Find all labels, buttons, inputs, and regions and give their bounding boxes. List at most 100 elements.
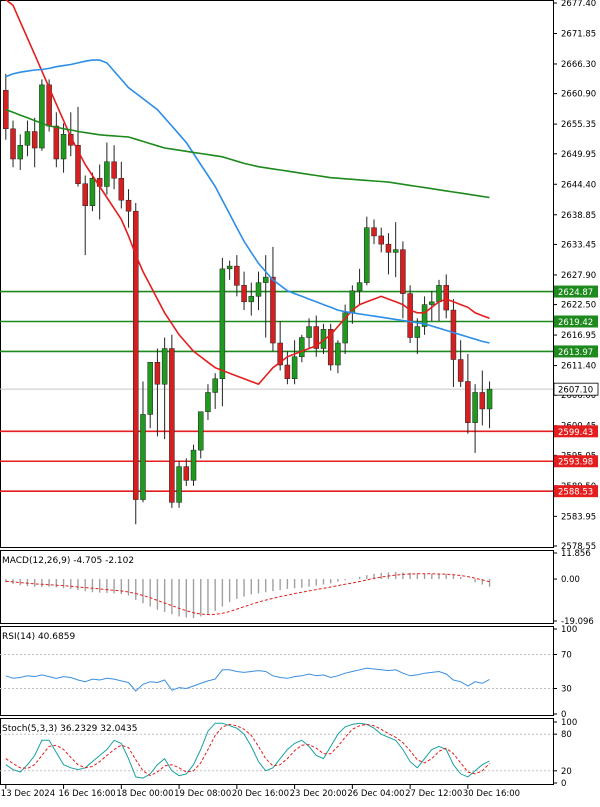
candle-body	[3, 90, 9, 130]
price-tick-label: 2627.90	[561, 271, 596, 281]
candle-body	[140, 414, 146, 500]
candle-body	[291, 356, 298, 379]
candle-body	[68, 134, 74, 146]
moving-average-line	[5, 59, 490, 344]
candle-body	[299, 337, 305, 358]
price-tick-label: 2677.40	[561, 0, 596, 9]
candle-body	[255, 282, 262, 297]
candle-body	[75, 145, 81, 184]
rsi-layer	[0, 654, 553, 692]
candle-body	[147, 362, 153, 415]
candle-body	[429, 301, 435, 305]
candle-body	[335, 342, 341, 366]
macd-layer	[5, 572, 491, 619]
level-badge-label: 2619.42	[558, 318, 593, 328]
candle-body	[169, 348, 175, 503]
candle-body	[10, 128, 16, 160]
candle-body	[17, 145, 23, 160]
price-tick-label: 2666.30	[561, 60, 596, 70]
price-tick-label: 2578.55	[561, 542, 596, 552]
level-badge-label: 2588.53	[558, 488, 593, 498]
candle-body	[53, 125, 60, 160]
price-tick-label: 2649.95	[561, 150, 596, 160]
candle-body	[479, 392, 486, 410]
price-tick-label: 2671.85	[561, 29, 596, 39]
candle-body	[472, 392, 478, 423]
candle-body	[371, 227, 377, 237]
candle-body	[248, 296, 255, 303]
candle-body	[111, 161, 117, 179]
rsi-tick-label: 0	[561, 710, 566, 720]
candle-body	[161, 348, 168, 385]
time-tick-label: 18 Dec 00:00	[116, 789, 173, 799]
price-tick-label: 2660.90	[561, 90, 596, 100]
candle-body	[133, 210, 139, 500]
price-tick-label: 2583.95	[561, 512, 596, 522]
level-badge	[554, 345, 598, 358]
price-tick-label: 2616.95	[561, 331, 596, 341]
time-tick-label: 20 Dec 16:00	[232, 789, 289, 799]
time-tick-label: 13 Dec 2024	[1, 789, 55, 799]
rsi-panel-frame	[0, 626, 554, 716]
stoch-k-line	[5, 722, 490, 779]
stoch-d-line	[5, 723, 490, 777]
candle-body	[125, 199, 132, 212]
candle-body	[306, 326, 312, 338]
stoch-tick-label: 20	[561, 767, 572, 777]
rsi-tick-label: 100	[561, 625, 577, 635]
stoch-panel-frame	[0, 718, 554, 785]
candle-body	[364, 227, 370, 283]
candle-body	[197, 411, 204, 451]
candle-body	[385, 243, 392, 253]
candle-body	[342, 312, 348, 344]
candle-body	[450, 309, 457, 360]
stoch-label: Stoch(5,3,3) 36.2329 32.0435	[2, 724, 137, 734]
time-tick-label: 27 Dec 12:00	[405, 789, 462, 799]
candle-body	[241, 285, 247, 303]
candle-body	[400, 249, 406, 294]
stoch-tick-label: 80	[561, 730, 572, 740]
level-badge-label: 2624.87	[558, 288, 593, 298]
candle-body	[183, 466, 190, 481]
stoch-layer	[0, 722, 553, 779]
candle-body	[392, 249, 399, 253]
candle-body	[60, 134, 67, 160]
candle-body	[436, 285, 442, 303]
candle-body	[118, 177, 125, 201]
candle-body	[270, 276, 276, 344]
candle-body	[205, 392, 211, 412]
time-tick-label: 26 Dec 04:00	[347, 789, 404, 799]
level-badge	[554, 455, 598, 468]
candle-body	[421, 304, 428, 327]
candle-body	[284, 364, 291, 379]
price-tick-label: 2655.35	[561, 120, 596, 130]
rsi-tick-label: 70	[561, 651, 572, 661]
time-tick-label: 30 Dec 16:00	[463, 789, 520, 799]
rsi-line	[5, 667, 490, 692]
moving-average-line	[5, 0, 490, 386]
candle-body	[24, 131, 31, 146]
macd-tick-label: 0.00	[561, 575, 580, 585]
candle-body	[39, 84, 45, 149]
candle-body	[407, 293, 413, 338]
price-tick-label: 2611.40	[561, 362, 596, 372]
macd-tick-label: -19.096	[561, 617, 594, 627]
candle-body	[378, 235, 384, 245]
candle-body	[212, 378, 218, 393]
time-tick-label: 16 Dec 16:00	[59, 789, 116, 799]
candle-body	[104, 161, 110, 187]
current-price-badge	[553, 382, 599, 396]
time-tick-label: 19 Dec 08:00	[174, 789, 231, 799]
candle-body	[443, 285, 449, 311]
candle-body	[327, 329, 334, 366]
candle-body	[277, 342, 283, 366]
level-badge-label: 2613.97	[558, 348, 593, 358]
candle-body	[457, 359, 464, 382]
rsi-label: RSI(14) 40.6859	[2, 632, 75, 642]
level-badge	[554, 485, 598, 498]
stoch-tick-label: 100	[561, 718, 577, 728]
price-layer	[0, 0, 553, 525]
